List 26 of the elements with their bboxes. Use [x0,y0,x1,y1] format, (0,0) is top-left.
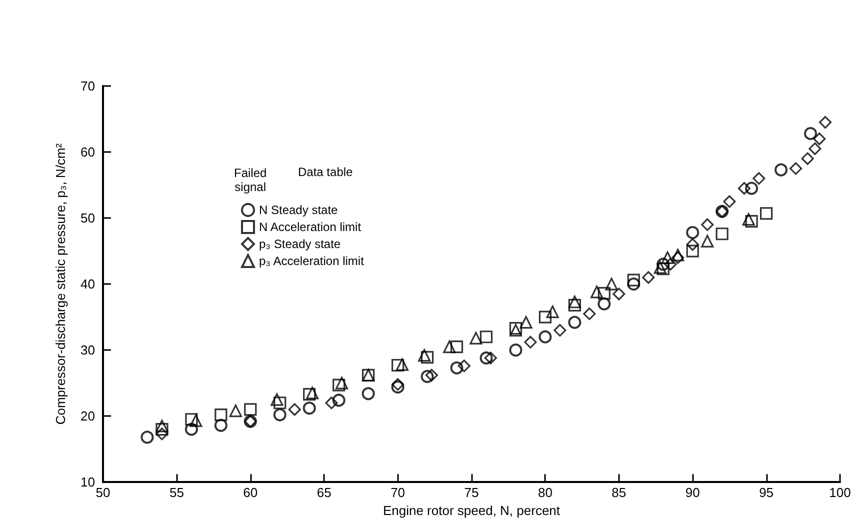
x-tick-label: 50 [96,485,110,500]
legend-label: p₃ Acceleration limit [259,254,365,268]
x-tick-label: 65 [316,485,332,500]
x-tick-label: 75 [464,485,479,500]
x-tick-label: 95 [759,485,774,500]
y-tick-label: 60 [80,144,95,160]
x-tick-label: 70 [390,485,406,500]
annotation: Data table [298,165,354,179]
x-tick-label: 55 [169,485,184,500]
y-tick-label: 40 [80,276,95,292]
legend-label: N Acceleration limit [259,220,362,234]
legend-title: Failed signal [234,166,267,194]
x-tick-label: 90 [685,485,700,500]
y-tick-label: 70 [80,78,95,94]
legend-label: p₃ Steady state [259,237,341,251]
x-tick-label: 80 [538,485,552,500]
y-axis-title: Compressor-discharge static pressure, p₃, N/cm² [53,142,68,425]
x-axis-title: Engine rotor speed, N, percent [382,503,560,518]
x-tick-label: 60 [243,485,258,500]
y-tick-label: 50 [80,210,95,226]
y-tick-label: 30 [80,342,95,358]
x-tick-label: 100 [829,485,851,500]
legend-label: N Steady state [259,203,338,217]
x-tick-label: 85 [612,485,626,500]
y-tick-label: 20 [80,408,95,424]
y-tick-label: 10 [80,474,95,490]
